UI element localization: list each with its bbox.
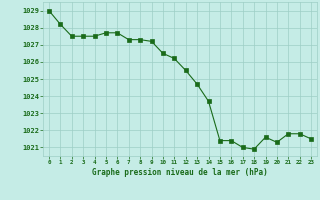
X-axis label: Graphe pression niveau de la mer (hPa): Graphe pression niveau de la mer (hPa) <box>92 168 268 177</box>
